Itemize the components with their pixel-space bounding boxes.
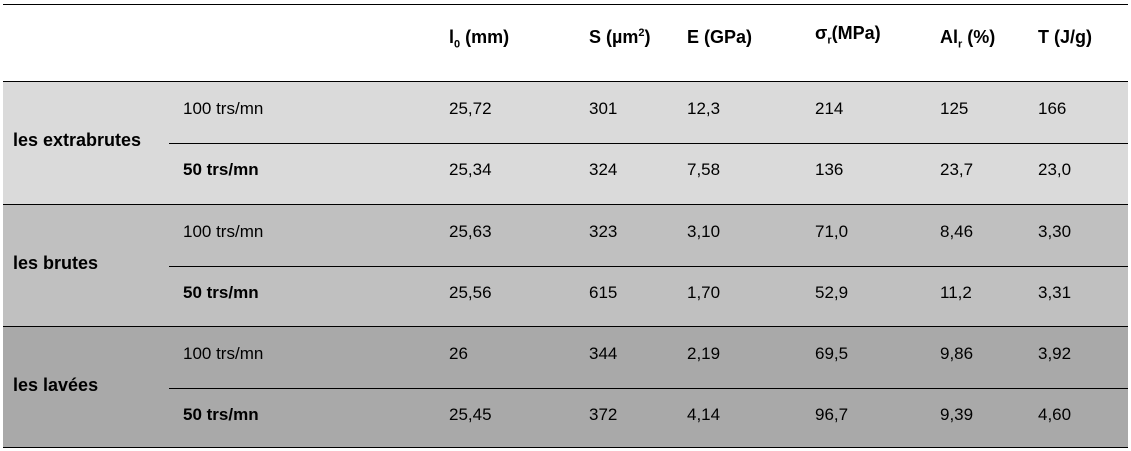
header-sigma: σr(MPa) xyxy=(815,23,881,47)
speed-cell: 100 trs/mn xyxy=(183,222,264,241)
s-cell: 324 xyxy=(589,160,618,179)
sigma-cell: 71,0 xyxy=(815,222,849,241)
sigma-cell: 136 xyxy=(815,160,844,179)
speed-cell: 50 trs/mn xyxy=(183,283,259,302)
group-brutes: les brutes 100 trs/mn 25,63 323 3,10 71,… xyxy=(3,204,1128,326)
row-divider xyxy=(169,143,1128,144)
group-label: les brutes xyxy=(13,253,99,273)
l0-cell: 25,72 xyxy=(449,99,492,118)
t-cell: 3,31 xyxy=(1038,283,1072,302)
t-cell: 3,92 xyxy=(1038,344,1072,363)
t-cell: 23,0 xyxy=(1038,160,1072,179)
table-row: 100 trs/mn 25,63 323 3,10 71,0 8,46 3,30 xyxy=(3,205,1128,266)
s-cell: 301 xyxy=(589,99,618,118)
header-s: S (µm2) xyxy=(589,27,651,47)
group-label: les lavées xyxy=(13,375,99,395)
sigma-cell: 96,7 xyxy=(815,405,849,424)
l0-cell: 25,63 xyxy=(449,222,492,241)
e-cell: 7,58 xyxy=(687,160,721,179)
al-cell: 9,39 xyxy=(940,405,974,424)
e-cell: 2,19 xyxy=(687,344,721,363)
speed-cell: 50 trs/mn xyxy=(183,160,259,179)
al-cell: 8,46 xyxy=(940,222,974,241)
t-cell: 3,30 xyxy=(1038,222,1072,241)
group-extrabrutes: les extrabrutes 100 trs/mn 25,72 301 12,… xyxy=(3,82,1128,204)
l0-cell: 25,56 xyxy=(449,283,492,302)
e-cell: 1,70 xyxy=(687,283,721,302)
l0-cell: 25,45 xyxy=(449,405,492,424)
sigma-cell: 69,5 xyxy=(815,344,849,363)
al-cell: 125 xyxy=(940,99,969,118)
s-cell: 323 xyxy=(589,222,618,241)
speed-cell: 100 trs/mn xyxy=(183,344,264,363)
s-cell: 372 xyxy=(589,405,618,424)
t-cell: 166 xyxy=(1038,99,1067,118)
results-table: l0 (mm) S (µm2) E (GPa) σr(MPa) Alr (%) … xyxy=(3,4,1128,448)
l0-cell: 26 xyxy=(449,344,468,363)
sigma-cell: 52,9 xyxy=(815,283,849,302)
header-al: Alr (%) xyxy=(940,27,996,51)
table-header: l0 (mm) S (µm2) E (GPa) σr(MPa) Alr (%) … xyxy=(3,4,1128,82)
al-cell: 11,2 xyxy=(940,283,972,302)
table-row: 100 trs/mn 25,72 301 12,3 214 125 166 xyxy=(3,82,1128,143)
row-divider xyxy=(169,388,1128,389)
s-cell: 344 xyxy=(589,344,618,363)
e-cell: 12,3 xyxy=(687,99,721,118)
l0-cell: 25,34 xyxy=(449,160,492,179)
table-row: 50 trs/mn 25,45 372 4,14 96,7 9,39 4,60 xyxy=(3,388,1128,449)
al-cell: 9,86 xyxy=(940,344,974,363)
table-row: 50 trs/mn 25,56 615 1,70 52,9 11,2 3,31 xyxy=(3,266,1128,327)
sigma-cell: 214 xyxy=(815,99,844,118)
s-cell: 615 xyxy=(589,283,618,302)
row-divider xyxy=(169,266,1128,267)
group-lavees: les lavées 100 trs/mn 26 344 2,19 69,5 9… xyxy=(3,326,1128,448)
speed-cell: 100 trs/mn xyxy=(183,99,264,118)
t-cell: 4,60 xyxy=(1038,405,1072,424)
speed-cell: 50 trs/mn xyxy=(183,405,259,424)
header-t: T (J/g) xyxy=(1038,27,1092,47)
al-cell: 23,7 xyxy=(940,160,974,179)
table-row: 50 trs/mn 25,34 324 7,58 136 23,7 23,0 xyxy=(3,143,1128,204)
e-cell: 3,10 xyxy=(687,222,721,241)
e-cell: 4,14 xyxy=(687,405,721,424)
header-e: E (GPa) xyxy=(687,27,753,47)
group-label: les extrabrutes xyxy=(13,130,142,150)
header-l0: l0 (mm) xyxy=(449,27,510,51)
table-row: 100 trs/mn 26 344 2,19 69,5 9,86 3,92 xyxy=(3,327,1128,388)
